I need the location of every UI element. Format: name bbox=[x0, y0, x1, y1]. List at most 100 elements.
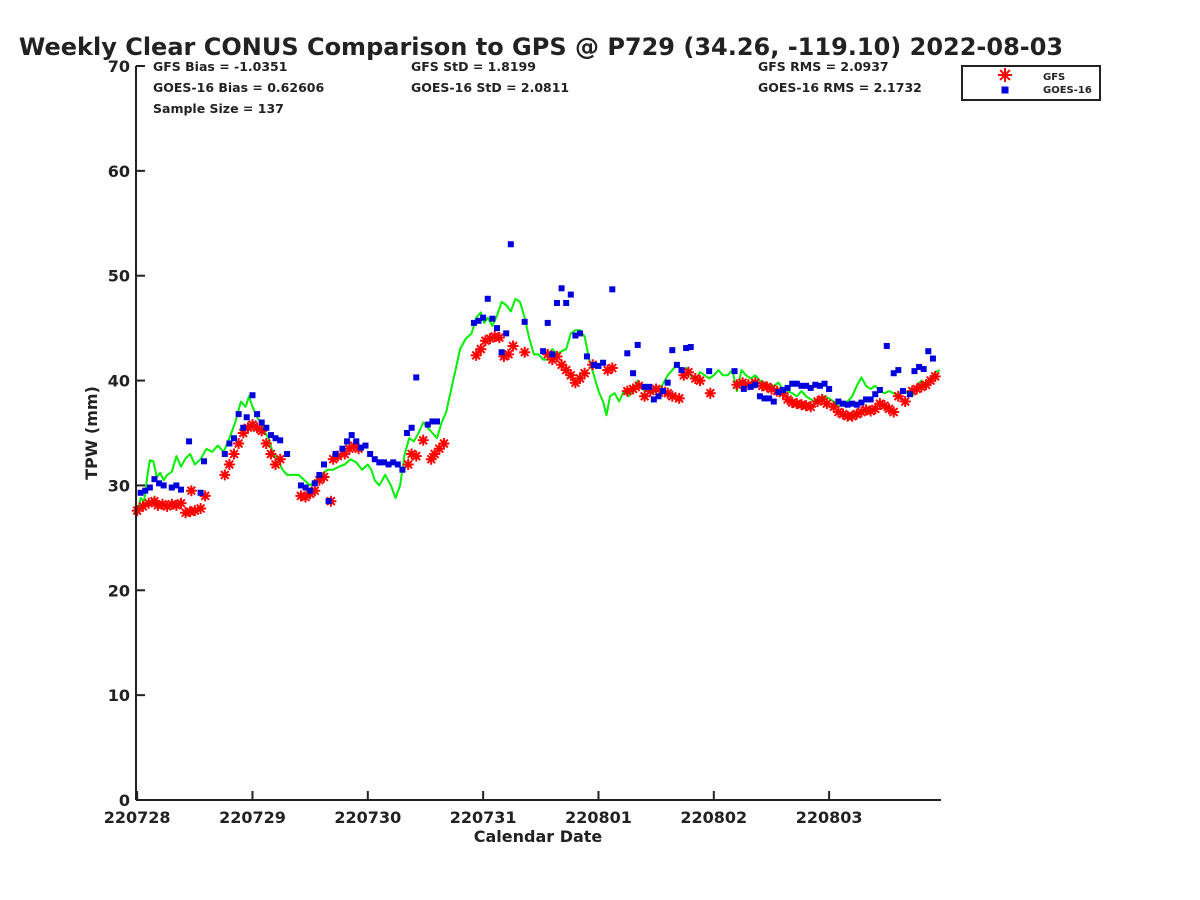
stat-gfs-std: GFS StD = 1.8199 bbox=[411, 59, 536, 74]
goes-16-point bbox=[911, 368, 918, 375]
y-tick-label: 70 bbox=[108, 57, 130, 76]
gfs-point bbox=[223, 459, 235, 470]
gfs-point bbox=[313, 474, 325, 486]
y-tick-label: 40 bbox=[108, 372, 130, 391]
gfs-point bbox=[507, 340, 519, 352]
goes-16-point bbox=[779, 387, 786, 394]
goes-16-point bbox=[766, 395, 773, 402]
gfs-point bbox=[402, 459, 414, 470]
gfs-point bbox=[406, 448, 418, 460]
goes-16-point bbox=[747, 383, 754, 390]
gfs-point bbox=[503, 348, 514, 360]
gfs-point bbox=[689, 373, 701, 384]
goes-16-point bbox=[160, 482, 167, 489]
goes-16-point bbox=[263, 424, 270, 431]
gfs-point bbox=[274, 453, 286, 465]
gfs-point bbox=[542, 348, 554, 360]
goes-16-point bbox=[646, 383, 653, 390]
goes-16-point bbox=[249, 392, 256, 399]
legend-gfs-asterisk bbox=[998, 68, 1012, 82]
x-tick-label: 220729 bbox=[219, 808, 286, 827]
goes-16-point bbox=[380, 459, 387, 466]
y-tick-label: 30 bbox=[108, 476, 130, 495]
goes-16-point bbox=[920, 366, 927, 373]
gfs-point bbox=[546, 354, 558, 366]
gfs-point bbox=[228, 448, 240, 460]
goes-16-point bbox=[544, 319, 551, 326]
goes-16-point bbox=[267, 432, 274, 439]
goes-16-point bbox=[348, 432, 355, 439]
goes-16-point bbox=[876, 387, 883, 394]
goes-16-point bbox=[793, 380, 800, 387]
goes-16-point bbox=[706, 368, 713, 375]
gfs-point bbox=[137, 500, 149, 512]
gfs-point bbox=[295, 490, 307, 502]
stat-sample-size: Sample Size = 137 bbox=[153, 101, 284, 116]
goes-16-point bbox=[173, 482, 180, 489]
gfs-point bbox=[662, 387, 674, 399]
gfs-point bbox=[185, 485, 197, 497]
gfs-point bbox=[175, 497, 187, 509]
gfs-point bbox=[899, 396, 911, 407]
goes-16-point bbox=[311, 480, 318, 487]
goes-16-point bbox=[839, 400, 846, 407]
goes-16-point bbox=[883, 342, 890, 349]
gfs-point bbox=[666, 390, 678, 402]
gfs-point bbox=[484, 333, 496, 345]
goes-16-point bbox=[137, 489, 144, 496]
goes-16-point bbox=[567, 291, 574, 298]
gfs-point bbox=[805, 401, 817, 413]
gfs-point bbox=[915, 381, 927, 393]
gfs-point bbox=[219, 469, 231, 481]
goes-16-point bbox=[385, 461, 392, 468]
goes-16-point bbox=[493, 325, 500, 332]
gfs-point bbox=[237, 427, 249, 439]
goes-16-point bbox=[258, 419, 265, 426]
goes-16-point bbox=[186, 438, 193, 445]
goes-16-point bbox=[630, 370, 637, 377]
goes-16-point bbox=[177, 486, 184, 493]
y-axis-label: TPW (mm) bbox=[82, 386, 101, 480]
goes-16-point bbox=[595, 362, 602, 369]
goes-16-point bbox=[507, 241, 514, 248]
gfs-point bbox=[855, 406, 867, 418]
legend: GFS GOES-16 bbox=[961, 65, 1101, 101]
gfs-point bbox=[309, 485, 321, 497]
gfs-point bbox=[906, 385, 918, 397]
gfs-point bbox=[565, 369, 577, 381]
goes-16-point bbox=[731, 368, 738, 375]
gfs-point bbox=[883, 403, 895, 415]
goes-16-point bbox=[740, 385, 747, 392]
goes-16-point bbox=[669, 347, 676, 354]
gfs-point bbox=[438, 438, 450, 449]
goes-16-point bbox=[156, 480, 163, 487]
goes-16-point bbox=[390, 459, 397, 466]
gfs-point bbox=[199, 490, 211, 502]
gfs-point bbox=[737, 377, 749, 389]
gfs-point bbox=[251, 422, 263, 434]
goes-16-point bbox=[201, 458, 208, 465]
gfs-point bbox=[673, 392, 685, 404]
goes-16-point bbox=[821, 380, 828, 387]
goes-16-point bbox=[376, 459, 383, 466]
x-tick-label: 220803 bbox=[796, 808, 863, 827]
goes-16-point bbox=[367, 450, 374, 457]
gfs-point bbox=[479, 335, 491, 347]
gfs-point bbox=[650, 383, 662, 395]
goes-16-point bbox=[925, 348, 932, 355]
gfs-point bbox=[157, 498, 168, 510]
x-tick-label: 220728 bbox=[104, 808, 171, 827]
goes-16-point bbox=[849, 400, 856, 407]
y-tick-label: 10 bbox=[108, 686, 130, 705]
goes-16-point bbox=[655, 393, 662, 400]
goes-16-point bbox=[307, 487, 314, 494]
gfs-point bbox=[343, 443, 355, 455]
goes-16-point bbox=[660, 388, 667, 395]
gfs-point bbox=[551, 351, 563, 362]
gfs-point bbox=[579, 367, 591, 379]
goes-16-point bbox=[558, 285, 565, 292]
gfs-point bbox=[475, 343, 487, 355]
legend-goes-label: GOES-16 bbox=[1043, 85, 1092, 96]
goes-16-point bbox=[916, 363, 923, 370]
